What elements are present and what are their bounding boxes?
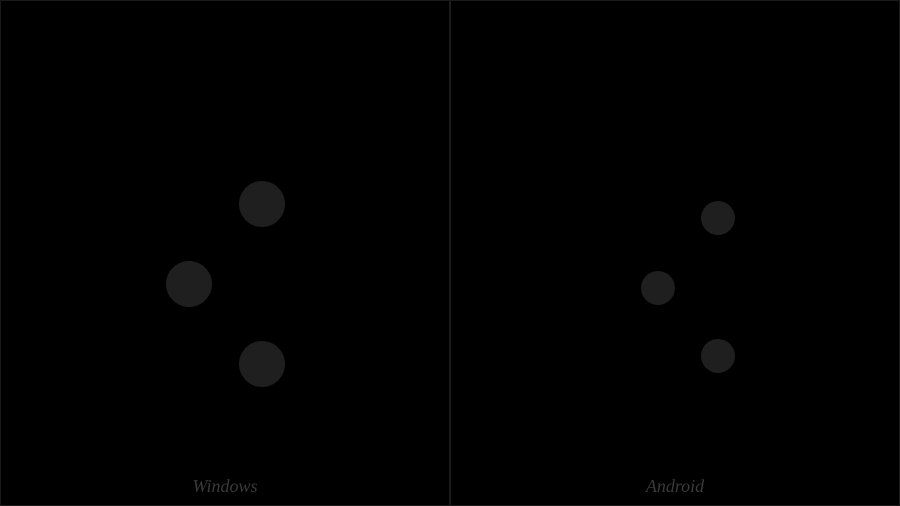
dot-top bbox=[701, 201, 735, 235]
panel-windows: Windows bbox=[0, 0, 450, 506]
dot-bottom bbox=[239, 341, 285, 387]
panel-label: Android bbox=[646, 476, 704, 497]
dot-top bbox=[239, 181, 285, 227]
panel-android: Android bbox=[450, 0, 900, 506]
dot-bottom bbox=[701, 339, 735, 373]
panel-label: Windows bbox=[192, 476, 257, 497]
dot-left bbox=[641, 271, 675, 305]
dot-left bbox=[166, 261, 212, 307]
